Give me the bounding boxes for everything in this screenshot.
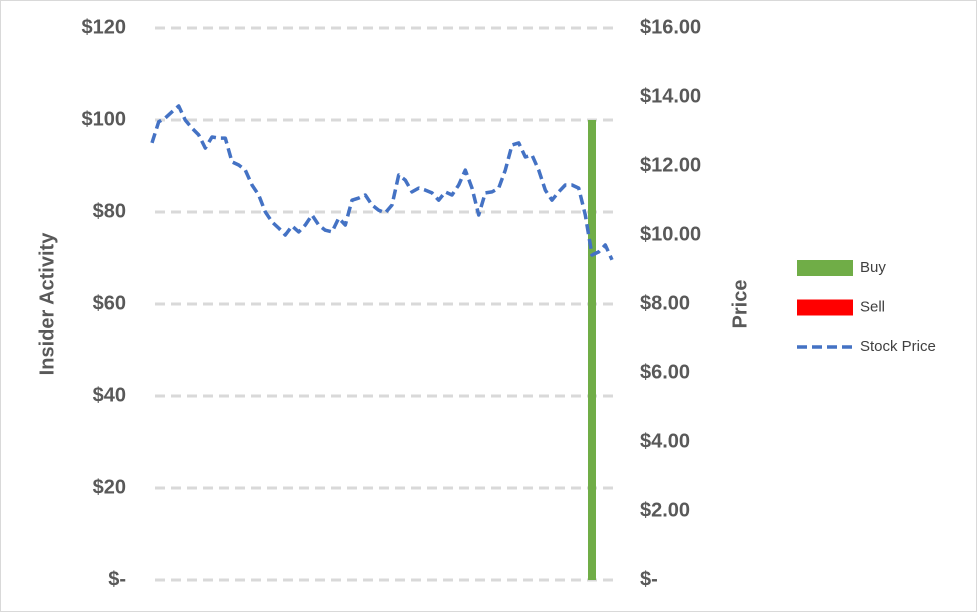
bar — [588, 120, 596, 580]
y-tick-label: $60 — [93, 292, 126, 314]
legend-label: Buy — [860, 259, 886, 276]
y-tick-label: $120 — [82, 16, 127, 38]
y-axis-title: Insider Activity — [36, 232, 58, 376]
y2-tick-label: $12.00 — [640, 154, 701, 176]
y-tick-label: $20 — [93, 476, 126, 498]
y2-tick-label: $8.00 — [640, 292, 690, 314]
y2-tick-label: $16.00 — [640, 16, 701, 38]
y2-tick-label: $2.00 — [640, 499, 690, 521]
y2-axis-title: Price — [729, 280, 751, 329]
y2-tick-label: $14.00 — [640, 85, 701, 107]
legend-swatch — [797, 260, 853, 276]
legend-swatch — [797, 299, 853, 316]
legend-label: Stock Price — [860, 338, 936, 355]
price-line — [150, 104, 614, 261]
y2-tick-label: $6.00 — [640, 361, 690, 383]
y2-tick-label: $10.00 — [640, 223, 701, 245]
y-tick-label: $40 — [93, 384, 126, 406]
legend-label: Sell — [860, 298, 885, 315]
y-tick-label: $80 — [93, 200, 126, 222]
y-tick-label: $- — [108, 568, 126, 590]
y-tick-label: $100 — [82, 108, 127, 130]
y2-tick-label: $- — [640, 568, 658, 590]
y2-tick-label: $4.00 — [640, 430, 690, 452]
